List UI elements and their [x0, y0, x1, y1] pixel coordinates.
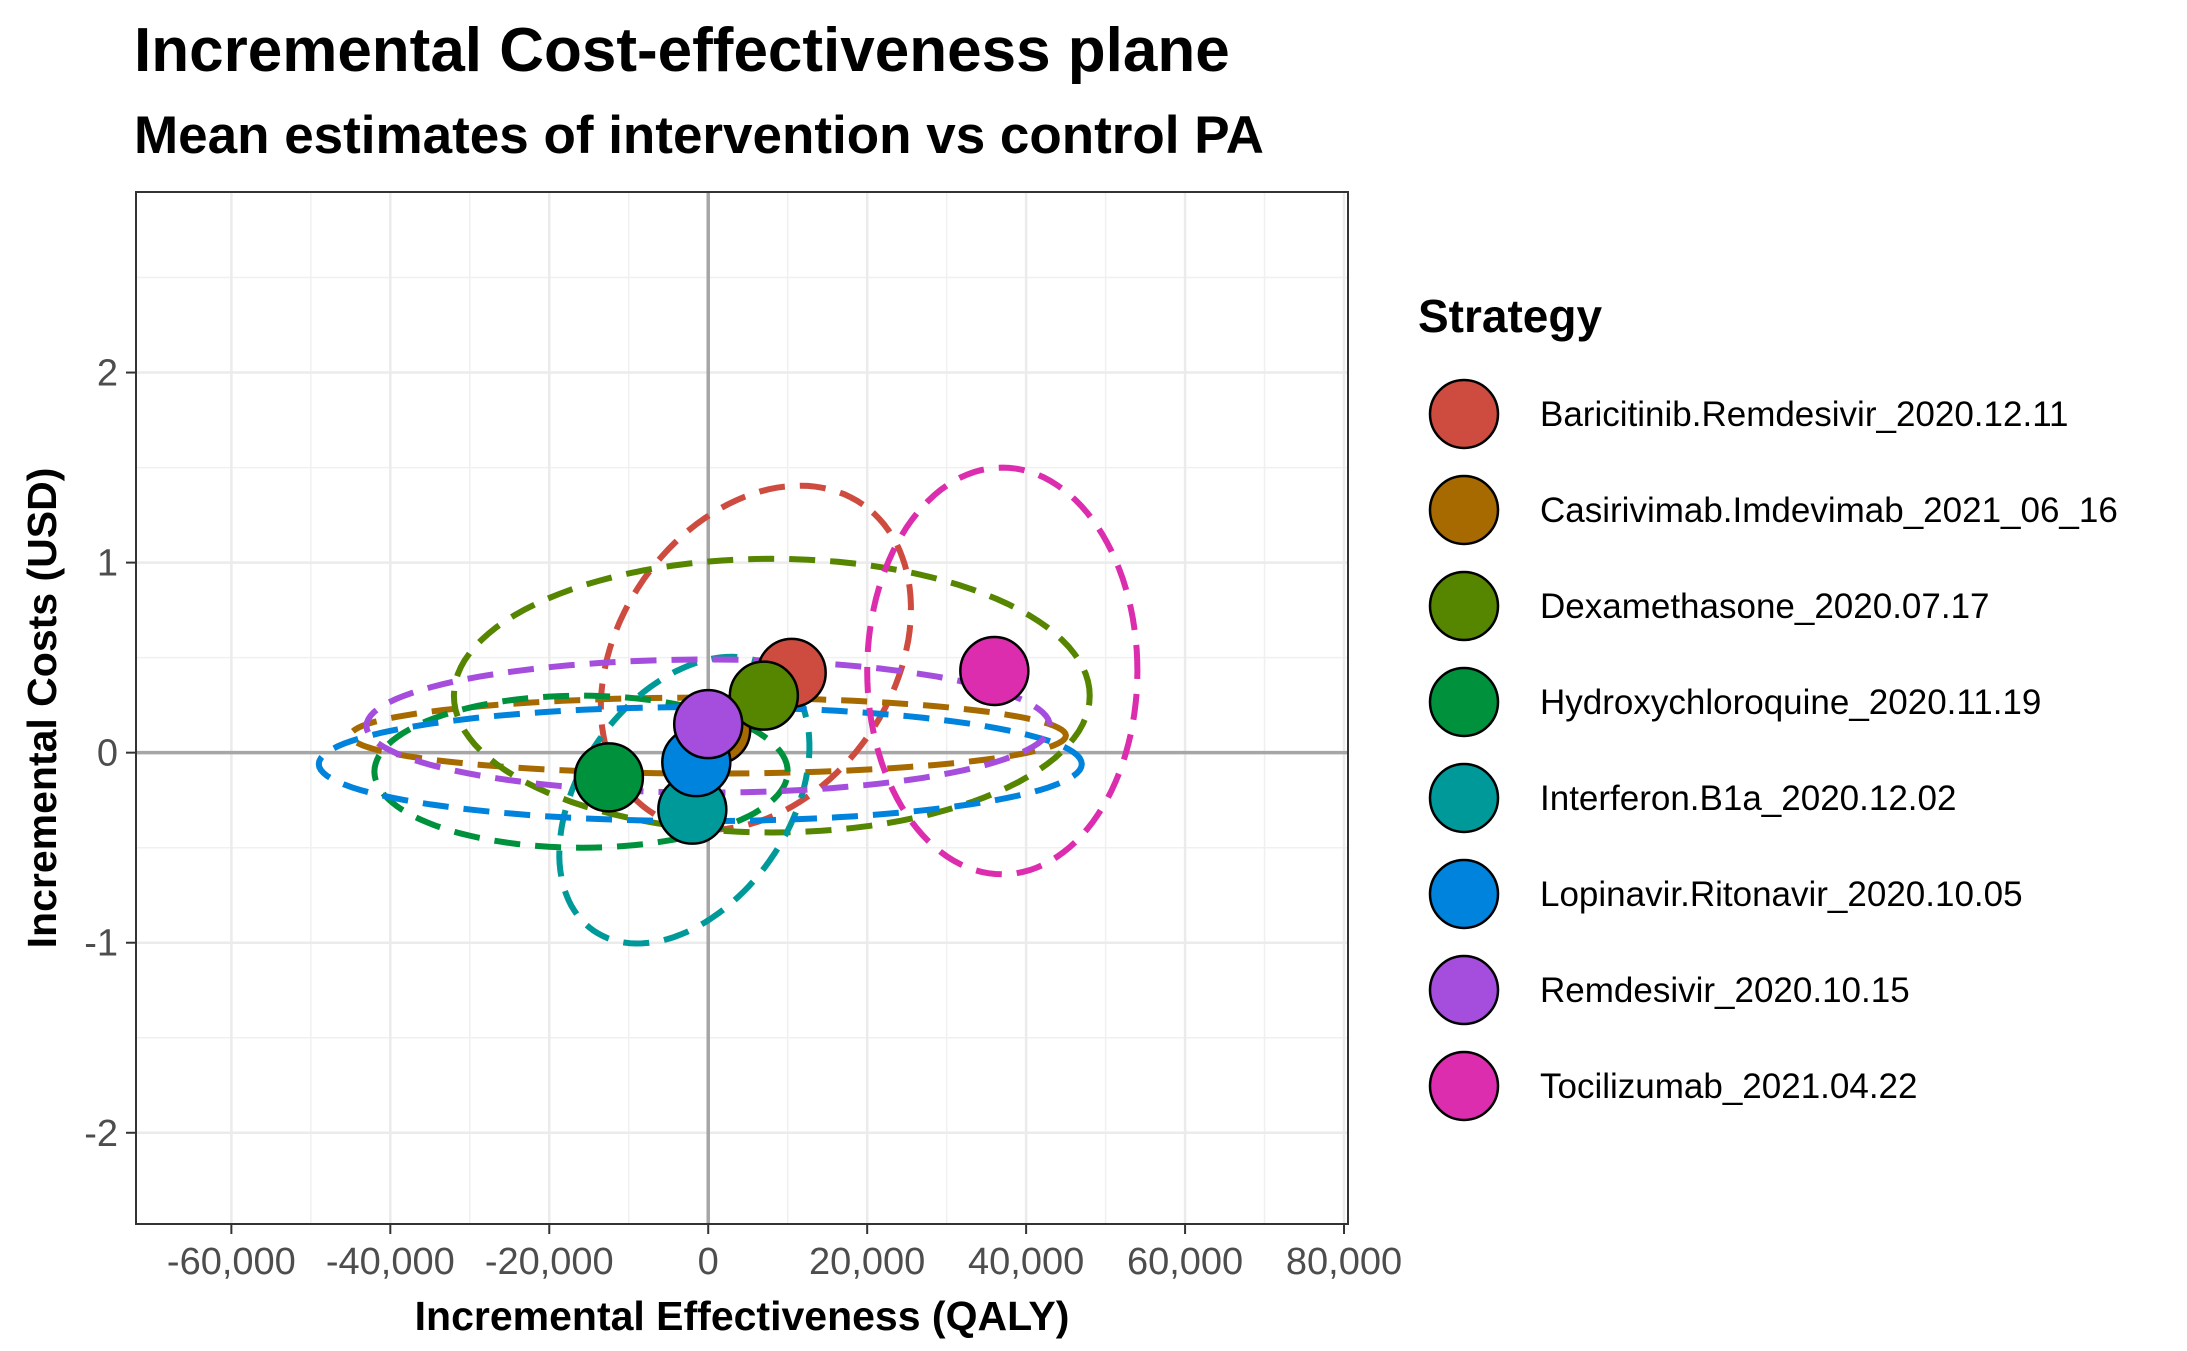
legend-item: Lopinavir.Ritonavir_2020.10.05	[1428, 858, 2023, 930]
y-tick-label: 0	[97, 733, 118, 775]
legend-key	[1428, 378, 1500, 450]
y-axis-label: Incremental Costs (USD)	[19, 468, 65, 949]
legend-item: Hydroxychloroquine_2020.11.19	[1428, 666, 2041, 738]
plot-border	[135, 191, 1349, 1225]
legend-label: Lopinavir.Ritonavir_2020.10.05	[1540, 875, 2023, 914]
y-axis-ticks: -2 -1 0 1 2	[84, 353, 136, 1155]
data-points	[573, 635, 1030, 845]
y-tick-label: -1	[84, 923, 118, 965]
legend-label: Casirivimab.Imdevimab_2021_06_16	[1540, 491, 2118, 530]
y-tick-label: -2	[84, 1113, 118, 1155]
legend-item: Tocilizumab_2021.04.22	[1428, 1050, 1917, 1122]
legend: Strategy Baricitinib.Remdesivir_2020.12.…	[1418, 290, 2118, 1122]
x-tick-label: -40,000	[326, 1241, 455, 1283]
legend-item: Remdesivir_2020.10.15	[1428, 954, 1910, 1026]
x-tick-label: -60,000	[167, 1241, 296, 1283]
ellipse-Baricitinib.Remdesivir_2020.12.11	[597, 482, 914, 833]
ellipse-Remdesivir_2020.10.15	[363, 656, 1054, 796]
legend-key	[1428, 762, 1500, 834]
x-tick-label: 40,000	[968, 1241, 1084, 1283]
legend-label: Hydroxychloroquine_2020.11.19	[1540, 683, 2041, 722]
chart-subtitle: Mean estimates of intervention vs contro…	[134, 106, 1264, 165]
legend-key	[1428, 474, 1500, 546]
ellipse-Tocilizumab_2021.04.22	[864, 464, 1141, 878]
legend-label: Baricitinib.Remdesivir_2020.12.11	[1540, 395, 2069, 434]
x-tick-label: 80,000	[1286, 1241, 1402, 1283]
legend-item: Interferon.B1a_2020.12.02	[1428, 762, 1956, 834]
grid-lines	[136, 192, 1348, 1224]
point-Dexamethasone_2020.07.17	[728, 660, 800, 731]
legend-item: Dexamethasone_2020.07.17	[1428, 570, 1990, 642]
legend-key	[1428, 954, 1500, 1026]
legend-label: Tocilizumab_2021.04.22	[1540, 1067, 1917, 1106]
legend-item: Baricitinib.Remdesivir_2020.12.11	[1428, 378, 2069, 450]
point-Remdesivir_2020.10.15	[672, 688, 744, 760]
y-tick-label: 2	[97, 353, 118, 395]
legend-title: Strategy	[1418, 290, 1602, 342]
legend-label: Interferon.B1a_2020.12.02	[1540, 779, 1956, 818]
x-tick-label: 20,000	[809, 1241, 925, 1283]
x-tick-label: -20,000	[485, 1241, 614, 1283]
point-Tocilizumab_2021.04.22	[959, 635, 1030, 707]
x-tick-label: 0	[698, 1241, 719, 1283]
ellipse-Lopinavir.Ritonavir_2020.10.05	[315, 703, 1085, 825]
legend-key	[1428, 1050, 1500, 1122]
ellipse-Casirivimab.Imdevimab_2021_06_16	[347, 694, 1069, 777]
chart-title: Incremental Cost-effectiveness plane	[134, 16, 1230, 85]
legend-key	[1428, 666, 1500, 738]
legend-label: Dexamethasone_2020.07.17	[1540, 587, 1990, 626]
legend-key	[1428, 858, 1500, 930]
ellipse-Dexamethasone_2020.07.17	[450, 555, 1093, 836]
x-axis-ticks: -60,000 -40,000 -20,000 0 20,000 40,000 60,000…	[167, 1224, 1402, 1283]
legend-item: Casirivimab.Imdevimab_2021_06_16	[1428, 474, 2118, 546]
point-Hydroxychloroquine_2020.11.19	[573, 742, 645, 813]
x-tick-label: 60,000	[1127, 1241, 1243, 1283]
legend-label: Remdesivir_2020.10.15	[1540, 971, 1910, 1010]
x-axis-label: Incremental Effectiveness (QALY)	[415, 1293, 1070, 1339]
y-tick-label: 1	[97, 543, 118, 585]
legend-key	[1428, 570, 1500, 642]
